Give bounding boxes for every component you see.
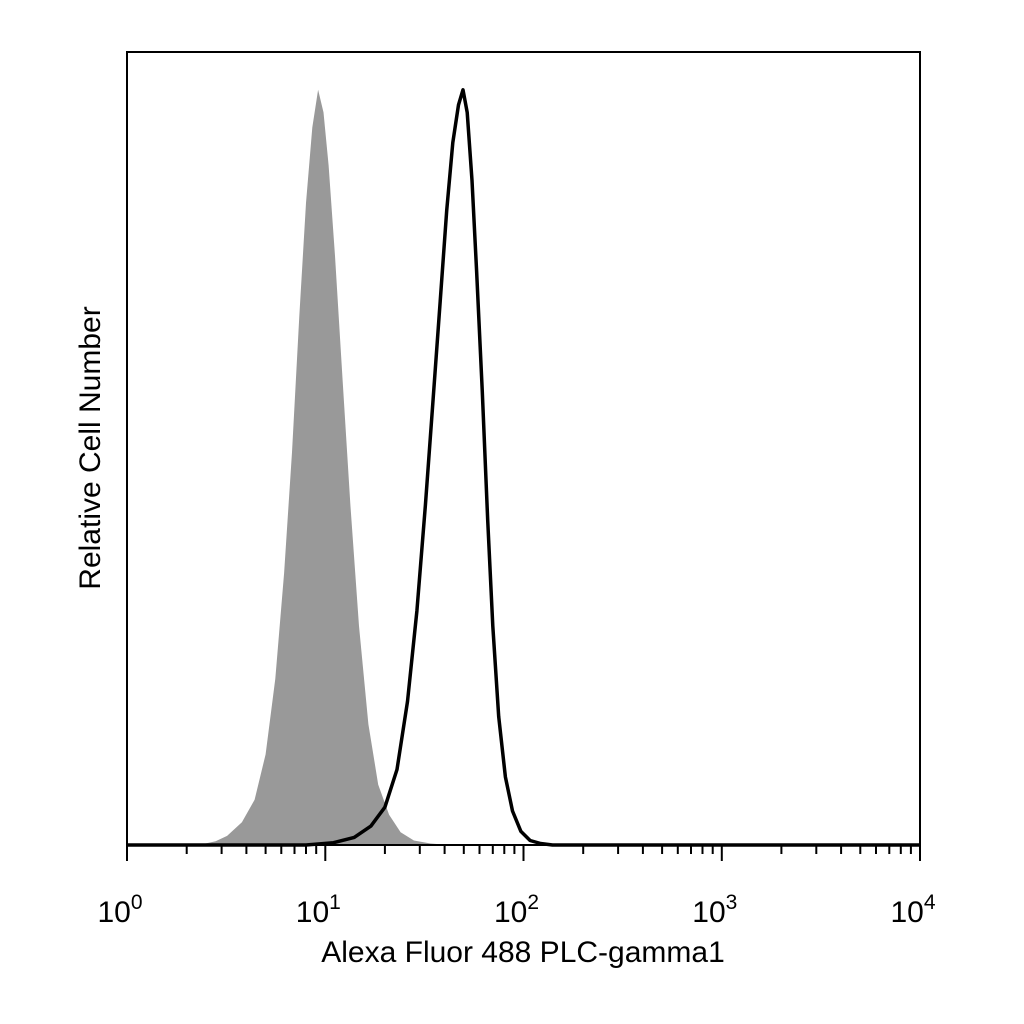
plot-frame — [126, 51, 921, 846]
y-axis-label: Relative Cell Number — [74, 306, 107, 589]
x-tick-label: 101 — [296, 891, 341, 929]
x-tick-label: 100 — [97, 891, 142, 929]
x-tick-label: 103 — [692, 891, 737, 929]
x-tick-label: 102 — [494, 891, 539, 929]
x-axis-label: Alexa Fluor 488 PLC-gamma1 — [321, 936, 725, 969]
x-tick-label: 104 — [890, 891, 935, 929]
sample-histogram-outline — [127, 88, 920, 847]
x-axis-ticks — [126, 845, 921, 861]
isotype-histogram-fill — [198, 89, 449, 846]
series-layer — [127, 88, 920, 847]
x-axis-tick-labels: 100 101 102 103 104 — [97, 891, 935, 929]
